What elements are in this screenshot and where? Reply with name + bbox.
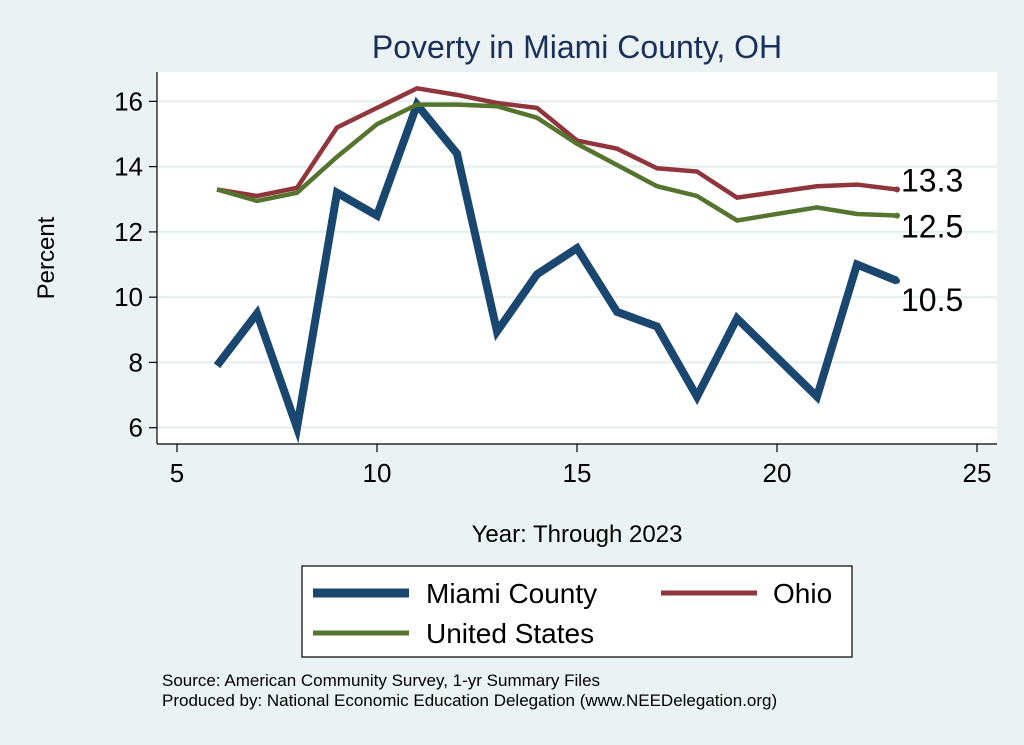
legend: Miami County Ohio United States [301, 565, 853, 658]
end-marker-united-states [894, 212, 900, 219]
axes [149, 72, 997, 452]
end-label-ohio: 13.3 [901, 162, 963, 198]
end-label-miami-county: 10.5 [901, 282, 963, 318]
series-lines [213, 85, 900, 444]
y-tick-label-6: 6 [129, 413, 143, 443]
x-tick-label-5: 5 [170, 458, 184, 488]
y-axis-label: Percent [33, 216, 60, 299]
series-line-ohio [216, 85, 898, 200]
y-tick-label-8: 8 [129, 347, 143, 377]
produced-note: Produced by: National Economic Education… [162, 691, 778, 710]
footnotes: Source: American Community Survey, 1-yr … [162, 671, 777, 711]
source-note: Source: American Community Survey, 1-yr … [162, 671, 601, 690]
y-tick-label-16: 16 [114, 86, 143, 116]
y-tick-label-12: 12 [114, 217, 143, 247]
end-marker-miami-county [894, 277, 900, 284]
end-label-united-states: 12.5 [901, 209, 963, 245]
y-tick-label-14: 14 [114, 152, 143, 182]
y-tick-label-10: 10 [114, 282, 143, 312]
legend-label-us: United States [426, 618, 594, 649]
x-tick-label-10: 10 [363, 458, 392, 488]
end-marker-ohio [894, 186, 900, 193]
legend-label-ohio: Ohio [773, 578, 832, 609]
legend-box [301, 565, 853, 658]
end-labels: 10.5 13.3 12.5 [901, 162, 963, 317]
x-tick-label-15: 15 [563, 458, 592, 488]
tick-labels: 6 8 10 12 14 16 5 10 15 20 25 [114, 86, 991, 488]
plot-area [157, 72, 997, 444]
series-line-united-states [216, 102, 898, 223]
x-tick-label-25: 25 [963, 458, 992, 488]
series-line-miami-county [213, 96, 899, 444]
legend-label-miami: Miami County [426, 578, 597, 609]
x-tick-label-20: 20 [763, 458, 792, 488]
chart-title: Poverty in Miami County, OH [372, 29, 782, 65]
x-axis-label: Year: Through 2023 [472, 521, 683, 548]
